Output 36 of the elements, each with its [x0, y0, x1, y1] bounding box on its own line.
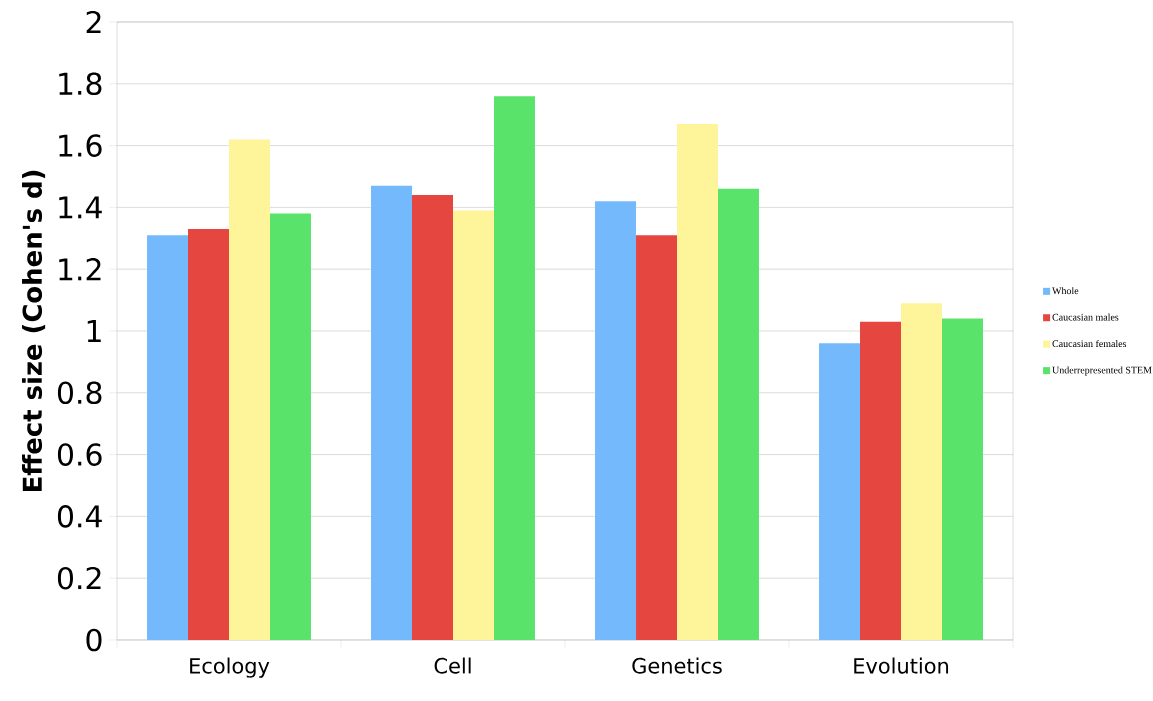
legend-label: Underrepresented STEM [1052, 366, 1152, 376]
bar [188, 229, 230, 640]
x-tick-label: Ecology [190, 657, 270, 678]
bar [718, 188, 759, 640]
bar [371, 185, 413, 640]
bar [147, 235, 189, 640]
y-tick-label: 1.2 [59, 258, 101, 281]
bar [412, 195, 454, 640]
bar [942, 318, 983, 640]
bar [494, 96, 535, 640]
y-tick-label: 1.8 [59, 72, 102, 96]
legend-label: Whole [1052, 287, 1079, 295]
bar [819, 343, 861, 640]
y-tick-label: 0 [86, 628, 102, 652]
bar [595, 201, 637, 640]
y-tick-label: 0.4 [57, 505, 102, 528]
bar [270, 213, 311, 640]
x-tick-label: Evolution [854, 657, 949, 674]
x-tick-label: Genetics [632, 657, 722, 674]
legend-label: Caucasian females [1052, 339, 1127, 348]
y-tick-label: 0.8 [57, 381, 102, 405]
y-tick-label: 1 [87, 320, 101, 342]
y-tick-label: 0.6 [57, 443, 102, 466]
bar [677, 123, 718, 640]
bar [901, 303, 942, 640]
bar [860, 321, 902, 640]
y-tick-label: 1.6 [59, 134, 102, 157]
y-tick-label: 2 [86, 10, 101, 34]
legend-label: Caucasian males [1052, 313, 1119, 321]
y-tick-label: 1.4 [59, 196, 102, 219]
y-axis-title: Effect size (Cohen's d) [22, 170, 46, 492]
x-tick-label: Cell [434, 657, 471, 674]
bar [229, 139, 270, 640]
bar [636, 235, 678, 640]
bar [453, 210, 494, 640]
y-tick-label: 0.2 [57, 566, 101, 590]
